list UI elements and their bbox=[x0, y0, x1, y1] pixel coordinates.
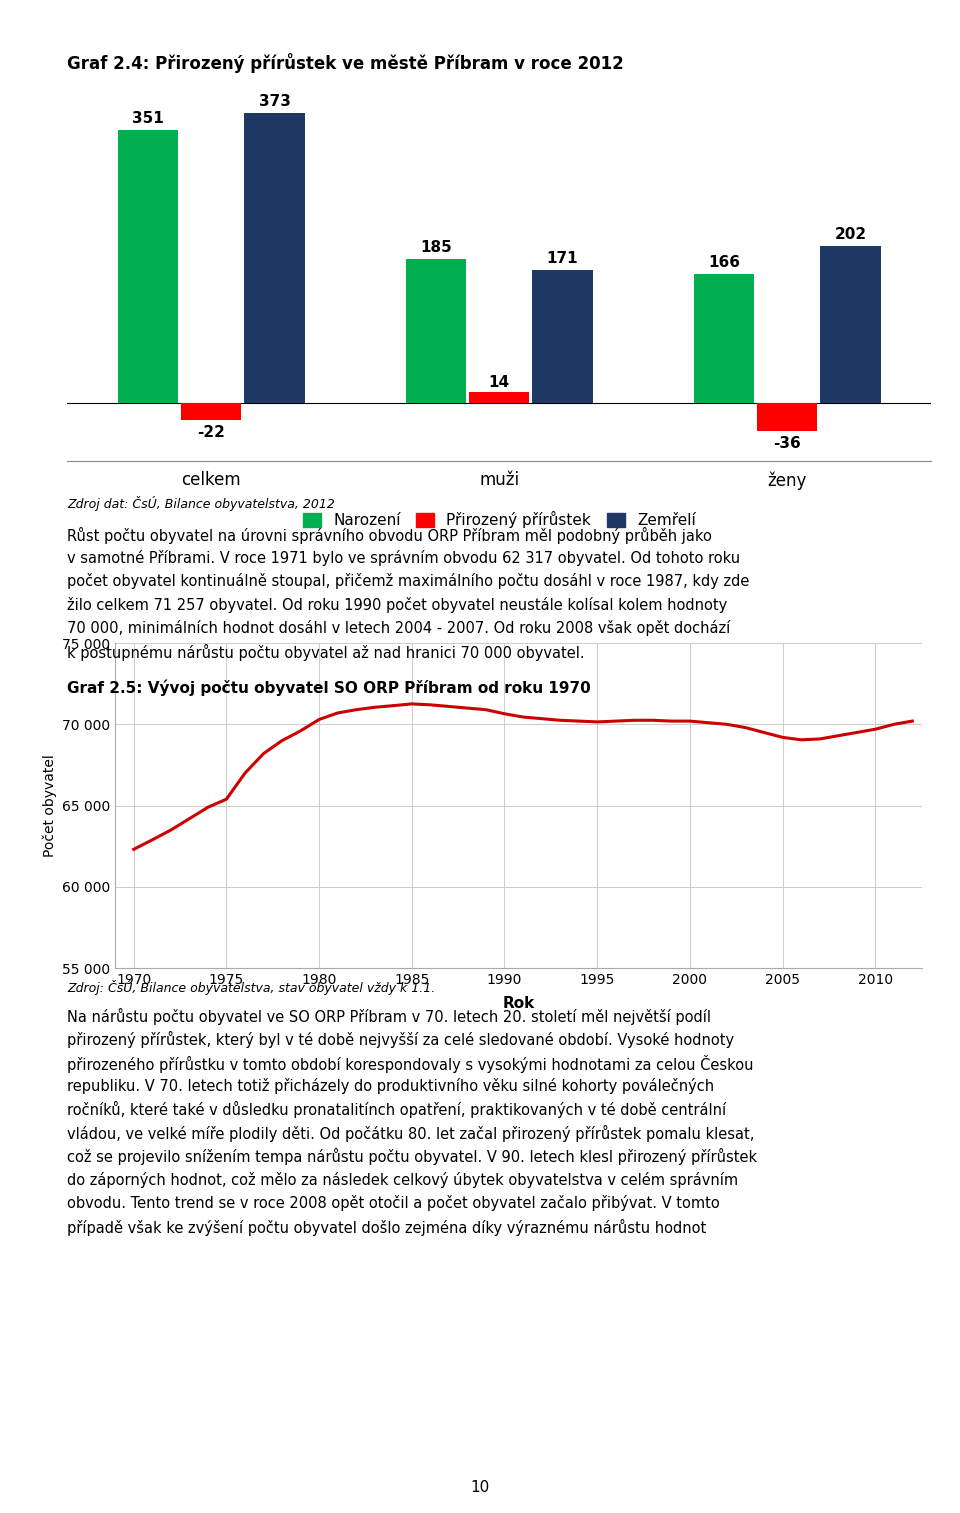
Bar bbox=[181, 402, 241, 421]
Text: Zdroj dat: ČsÚ, Bilance obyvatelstva, 2012: Zdroj dat: ČsÚ, Bilance obyvatelstva, 20… bbox=[67, 496, 335, 511]
Text: počet obyvatel kontinuálně stoupal, přičemž maximálního počtu dosáhl v roce 1987: počet obyvatel kontinuálně stoupal, přič… bbox=[67, 573, 750, 590]
Text: republiku. V 70. letech totiž přicházely do produktivního věku silné kohorty pov: republiku. V 70. letech totiž přicházely… bbox=[67, 1077, 714, 1094]
Legend: Narození, Přirozený přírůstek, Zemřelí: Narození, Přirozený přírůstek, Zemřelí bbox=[297, 505, 702, 534]
Text: k postupnému nárůstu počtu obyvatel až nad hranici 70 000 obyvatel.: k postupnému nárůstu počtu obyvatel až n… bbox=[67, 645, 585, 661]
Text: 166: 166 bbox=[708, 256, 740, 269]
Bar bbox=[821, 245, 880, 402]
Y-axis label: Počet obyvatel: Počet obyvatel bbox=[42, 755, 57, 856]
Text: do záporných hodnot, což mělo za následek celkový úbytek obyvatelstva v celém sp: do záporných hodnot, což mělo za následe… bbox=[67, 1171, 738, 1188]
Text: obvodu. Tento trend se v roce 2008 opět otočil a počet obyvatel začalo přibývat.: obvodu. Tento trend se v roce 2008 opět … bbox=[67, 1195, 720, 1212]
Bar bbox=[533, 269, 592, 402]
Text: což se projevilo snížením tempa nárůstu počtu obyvatel. V 90. letech klesl přiro: což se projevilo snížením tempa nárůstu … bbox=[67, 1148, 757, 1165]
Text: Graf 2.4: Přirozený přírůstek ve městě Příbram v roce 2012: Graf 2.4: Přirozený přírůstek ve městě P… bbox=[67, 53, 624, 73]
Text: ročníků, které také v důsledku pronatalitínch opatření, praktikovaných v té době: ročníků, které také v důsledku pronatali… bbox=[67, 1101, 727, 1118]
Bar bbox=[118, 130, 178, 402]
Text: přirozený přírůstek, který byl v té době nejvyšší za celé sledované období. Vyso: přirozený přírůstek, který byl v té době… bbox=[67, 1032, 734, 1049]
Text: -36: -36 bbox=[774, 436, 801, 451]
Text: -22: -22 bbox=[197, 425, 226, 440]
Text: 373: 373 bbox=[258, 94, 291, 109]
Bar bbox=[245, 112, 304, 402]
Text: 351: 351 bbox=[132, 110, 164, 126]
Text: v samotné Příbrami. V roce 1971 bylo ve správním obvodu 62 317 obyvatel. Od toho: v samotné Příbrami. V roce 1971 bylo ve … bbox=[67, 549, 740, 566]
Bar bbox=[406, 259, 466, 402]
Text: 10: 10 bbox=[470, 1480, 490, 1495]
Text: 171: 171 bbox=[547, 251, 578, 266]
Text: přirozeného přírůstku v tomto období korespondovaly s vysokými hodnotami za celo: přirozeného přírůstku v tomto období kor… bbox=[67, 1055, 754, 1073]
X-axis label: Rok: Rok bbox=[502, 996, 535, 1011]
Text: 185: 185 bbox=[420, 241, 452, 256]
Text: Graf 2.5: Vývoj počtu obyvatel SO ORP Příbram od roku 1970: Graf 2.5: Vývoj počtu obyvatel SO ORP Př… bbox=[67, 679, 591, 696]
Bar bbox=[469, 392, 529, 402]
Text: případě však ke zvýšení počtu obyvatel došlo zejména díky výraznému nárůstu hodn: případě však ke zvýšení počtu obyvatel d… bbox=[67, 1219, 707, 1236]
Text: Zdroj: ČsÚ, Bilance obyvatelstva, stav obyvatel vždy k 1.1.: Zdroj: ČsÚ, Bilance obyvatelstva, stav o… bbox=[67, 980, 436, 996]
Bar bbox=[694, 274, 754, 402]
Text: žilo celkem 71 257 obyvatel. Od roku 1990 počet obyvatel neustále kolísal kolem : žilo celkem 71 257 obyvatel. Od roku 199… bbox=[67, 596, 728, 613]
Text: 202: 202 bbox=[834, 227, 867, 242]
Text: 70 000, minimálních hodnot dosáhl v letech 2004 - 2007. Od roku 2008 však opět d: 70 000, minimálních hodnot dosáhl v lete… bbox=[67, 620, 731, 637]
Text: vládou, ve velké míře plodily děti. Od počátku 80. let začal přirozený přírůstek: vládou, ve velké míře plodily děti. Od p… bbox=[67, 1126, 755, 1142]
Text: 14: 14 bbox=[489, 375, 510, 390]
Text: Růst počtu obyvatel na úrovni správního obvodu ORP Příbram měl podobný průběh ja: Růst počtu obyvatel na úrovni správního … bbox=[67, 527, 712, 543]
Bar bbox=[757, 402, 817, 431]
Text: Na nárůstu počtu obyvatel ve SO ORP Příbram v 70. letech 20. století měl největš: Na nárůstu počtu obyvatel ve SO ORP Příb… bbox=[67, 1008, 711, 1024]
